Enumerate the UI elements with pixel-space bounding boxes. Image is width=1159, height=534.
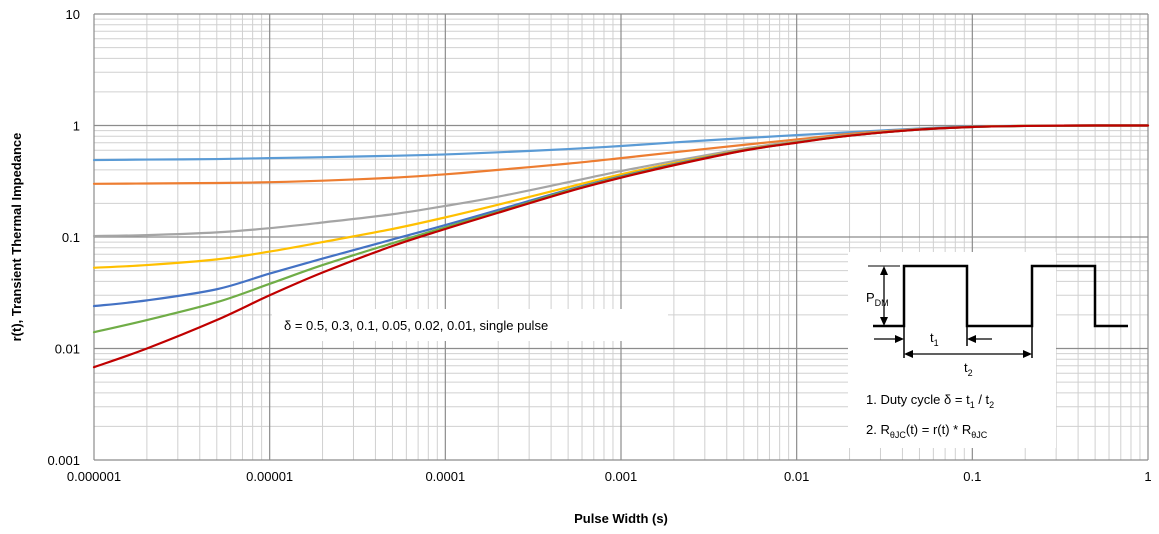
y-tick-label: 0.01 <box>55 342 80 357</box>
t1-label: t1 <box>930 330 939 348</box>
t2-label: t2 <box>964 360 973 378</box>
note-duty-cycle: 1. Duty cycle δ = t1 / t2 <box>866 392 994 410</box>
x-tick-label: 1 <box>1144 469 1151 484</box>
y-axis-title: r(t), Transient Thermal Impedance <box>9 133 24 342</box>
x-axis-title: Pulse Width (s) <box>574 511 668 526</box>
x-tick-label: 0.01 <box>784 469 809 484</box>
t1-arrow <box>874 326 992 358</box>
inset-box <box>848 252 1056 448</box>
y-tick-labels: 10 1 0.1 0.01 0.001 <box>47 7 80 468</box>
y-tick-label: 0.001 <box>47 453 80 468</box>
x-tick-label: 0.001 <box>605 469 638 484</box>
pulse-waveform-inset: PDM t1 t2 1. Duty cycle δ = t1 / t2 2. R… <box>848 252 1128 448</box>
series-layer <box>92 124 1150 369</box>
x-tick-label: 0.0001 <box>425 469 465 484</box>
pulse-waveform <box>873 264 1128 328</box>
x-tick-label: 0.00001 <box>246 469 293 484</box>
x-tick-label: 0.000001 <box>67 469 121 484</box>
note-thermal-resistance: 2. RθJC(t) = r(t) * RθJC <box>866 422 988 440</box>
t2-arrow <box>904 326 1033 358</box>
duty-cycle-label: δ = 0.5, 0.3, 0.1, 0.05, 0.02, 0.01, sin… <box>284 318 548 333</box>
x-tick-label: 0.1 <box>963 469 981 484</box>
series-line-7 <box>92 124 1150 369</box>
y-tick-label: 0.1 <box>62 230 80 245</box>
x-tick-labels: 0.000001 0.00001 0.0001 0.001 0.01 0.1 1 <box>67 469 1152 484</box>
pdm-label: PDM <box>866 290 889 308</box>
y-tick-label: 10 <box>66 7 80 22</box>
duty-cycle-label-box <box>272 309 668 341</box>
y-tick-label: 1 <box>73 119 80 134</box>
pdm-arrow <box>868 265 900 326</box>
